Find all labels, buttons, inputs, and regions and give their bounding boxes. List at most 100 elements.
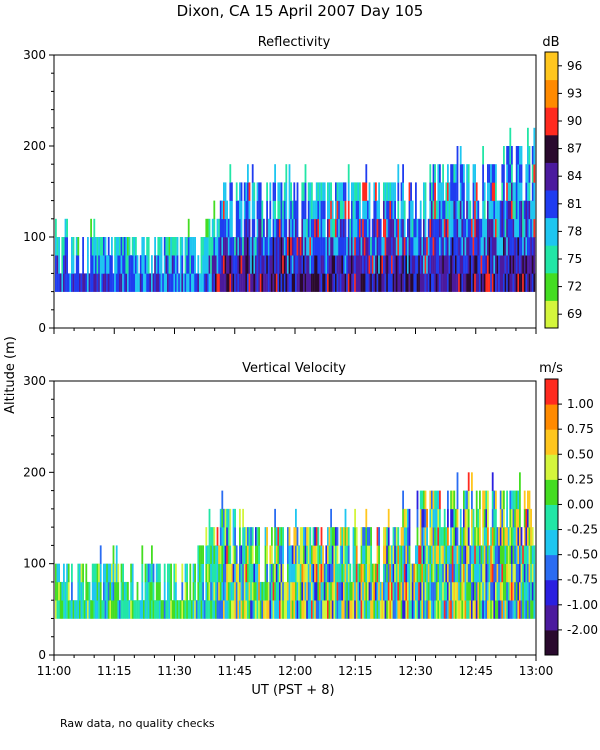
reflectivity-data-cell [336, 182, 339, 201]
reflectivity-data-cell [258, 237, 260, 256]
reflectivity-data-cell [157, 255, 160, 274]
reflectivity-data-cell [245, 218, 248, 238]
reflectivity-data-cell [455, 182, 457, 201]
vertical-velocity-data-cell [459, 527, 462, 546]
reflectivity-data-cell [117, 273, 120, 292]
reflectivity-data-cell [453, 218, 456, 238]
vertical-velocity-data-cell [181, 581, 184, 601]
vertical-velocity-data-cell [493, 527, 496, 546]
reflectivity-data-cell [351, 255, 353, 274]
vertical-velocity-data-cell [514, 508, 516, 528]
vertical-velocity-data-cell [298, 545, 300, 564]
reflectivity-data-cell [375, 255, 377, 274]
vertical-velocity-data-cell [528, 527, 531, 546]
reflectivity-data-cell [191, 273, 193, 292]
reflectivity-data-cell [528, 200, 531, 220]
reflectivity-data-cell [450, 237, 452, 256]
reflectivity-data-cell [325, 255, 328, 274]
vertical-velocity-data-cell [283, 581, 286, 601]
reflectivity-data-cell [63, 273, 65, 292]
vertical-velocity-data-cell [485, 600, 488, 619]
vertical-velocity-data-cell [343, 545, 345, 564]
vertical-velocity-data-cell [338, 600, 340, 619]
vertical-velocity-data-cell [451, 563, 454, 583]
reflectivity-data-cell [387, 273, 390, 292]
vertical-velocity-data-cell [475, 490, 478, 510]
reflectivity-data-cell [520, 182, 523, 201]
vertical-velocity-data-cell [394, 527, 396, 546]
reflectivity-data-cell [424, 237, 427, 256]
reflectivity-colorbar-swatch [545, 162, 558, 191]
reflectivity-data-cell [450, 200, 452, 220]
vertical-velocity-data-cell [299, 545, 302, 564]
vertical-velocity-data-cell [280, 545, 283, 564]
reflectivity-data-cell [301, 273, 304, 292]
reflectivity-data-cell [343, 182, 345, 201]
reflectivity-data-cell [477, 218, 480, 238]
vertical-velocity-data-cell [466, 563, 468, 583]
vertical-velocity-data-cell [360, 563, 363, 583]
reflectivity-data-cell [311, 200, 313, 220]
vertical-velocity-data-cell [386, 545, 388, 564]
vertical-velocity-data-cell [426, 600, 428, 619]
vertical-velocity-data-cell [376, 545, 379, 564]
reflectivity-data-cell [227, 273, 230, 292]
vertical-velocity-data-cell [151, 563, 153, 583]
reflectivity-data-cell [445, 200, 448, 220]
reflectivity-data-cell [328, 200, 331, 220]
vertical-velocity-data-cell [227, 527, 230, 546]
vertical-velocity-data-cell [394, 563, 396, 583]
vertical-velocity-data-cell [456, 600, 459, 619]
reflectivity-data-cell [317, 200, 320, 220]
reflectivity-data-cell [343, 255, 345, 274]
vertical-velocity-data-cell [61, 600, 64, 619]
vertical-velocity-data-cell [264, 563, 267, 583]
vertical-velocity-data-cell [384, 563, 387, 583]
vertical-velocity-data-cell [471, 472, 473, 491]
reflectivity-data-cell [99, 255, 102, 274]
reflectivity-data-cell [264, 237, 267, 256]
reflectivity-data-cell [407, 237, 409, 256]
reflectivity-data-cell [205, 218, 208, 238]
vertical-velocity-data-cell [384, 581, 387, 601]
vertical-velocity-data-cell [232, 508, 235, 528]
reflectivity-data-cell [517, 200, 520, 220]
reflectivity-data-cell [200, 255, 203, 274]
vertical-velocity-data-cell [339, 545, 342, 564]
reflectivity-data-cell [208, 218, 211, 238]
vertical-velocity-data-cell [88, 600, 91, 619]
vertical-velocity-data-cell [487, 527, 489, 546]
reflectivity-data-cell [259, 273, 262, 292]
vertical-velocity-data-cell [154, 600, 156, 619]
vertical-velocity-data-cell [311, 545, 313, 564]
vertical-velocity-data-cell [362, 600, 364, 619]
reflectivity-data-cell [194, 255, 196, 274]
vertical-velocity-data-cell [242, 508, 244, 528]
vertical-velocity-data-cell [235, 545, 238, 564]
reflectivity-data-cell [512, 237, 515, 256]
vertical-velocity-data-cell [112, 545, 115, 564]
reflectivity-data-cell [55, 273, 57, 292]
vertical-velocity-data-cell [405, 600, 408, 619]
vertical-velocity-data-cell [303, 563, 305, 583]
reflectivity-data-cell [339, 255, 342, 274]
vertical-velocity-data-cell [306, 600, 308, 619]
vertical-velocity-data-cell [114, 563, 116, 583]
reflectivity-data-cell [487, 164, 489, 183]
reflectivity-data-cell [269, 200, 272, 220]
vertical-velocity-data-cell [519, 600, 521, 619]
reflectivity-data-cell [368, 218, 371, 238]
reflectivity-data-cell [90, 255, 92, 274]
vertical-velocity-data-cell [371, 600, 374, 619]
reflectivity-data-cell [168, 237, 171, 256]
vertical-velocity-data-cell [338, 581, 340, 601]
reflectivity-data-cell [263, 273, 265, 292]
vertical-velocity-data-cell [335, 545, 337, 564]
vertical-velocity-data-cell [336, 563, 339, 583]
reflectivity-data-cell [381, 273, 384, 292]
vertical-velocity-data-cell [387, 545, 390, 564]
vertical-velocity-data-cell [459, 563, 462, 583]
vertical-velocity-colorbar-swatch [545, 529, 558, 556]
reflectivity-data-cell [467, 182, 470, 201]
vertical-velocity-data-cell [304, 563, 307, 583]
